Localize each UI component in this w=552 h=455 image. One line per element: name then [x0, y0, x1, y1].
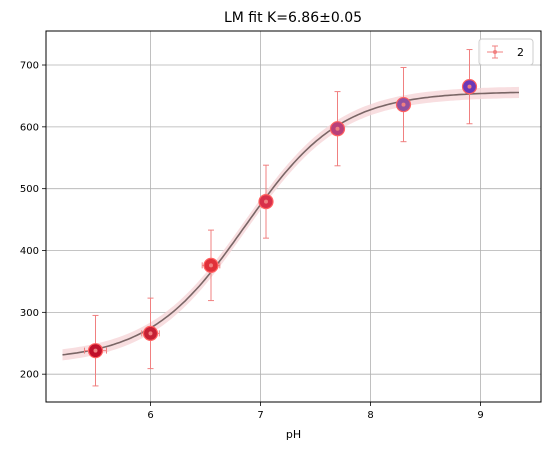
- y-tick-label: 300: [20, 308, 39, 319]
- x-tick-label: 9: [477, 410, 483, 421]
- fit-line: [62, 91, 519, 356]
- y-tick-label: 400: [20, 246, 39, 257]
- x-tick-label: 8: [367, 410, 373, 421]
- data-point-center: [93, 348, 98, 353]
- data-points: [87, 79, 478, 359]
- legend: 2: [478, 38, 534, 66]
- y-tick-label: 600: [20, 122, 39, 133]
- fit-confidence-band: [62, 86, 519, 361]
- data-point-center: [209, 263, 213, 268]
- x-tick-label: 6: [147, 410, 153, 421]
- legend-label: 2: [517, 46, 524, 59]
- data-point-center: [264, 199, 268, 204]
- y-tick-label: 200: [20, 370, 39, 381]
- y-tick-label: 500: [20, 184, 39, 195]
- chart-title: LM fit K=6.86±0.05: [224, 10, 362, 26]
- data-point-center: [335, 126, 340, 131]
- fit-curve: [62, 91, 519, 356]
- grid-lines: [46, 31, 541, 402]
- data-point-center: [148, 331, 153, 336]
- legend-dot: [493, 50, 497, 54]
- y-axis-ticks: 200 300 400 500 600 700: [20, 61, 46, 381]
- data-point-center: [401, 102, 406, 107]
- y-tick-label: 700: [20, 61, 39, 72]
- legend-marker: [487, 45, 503, 59]
- fit-band-area: [62, 86, 519, 361]
- x-axis-ticks: 6 7 8 9: [147, 402, 484, 421]
- x-tick-label: 7: [257, 410, 263, 421]
- data-point-center: [467, 84, 472, 89]
- plot-frame: [45, 30, 542, 403]
- x-axis-label: pH: [286, 428, 301, 441]
